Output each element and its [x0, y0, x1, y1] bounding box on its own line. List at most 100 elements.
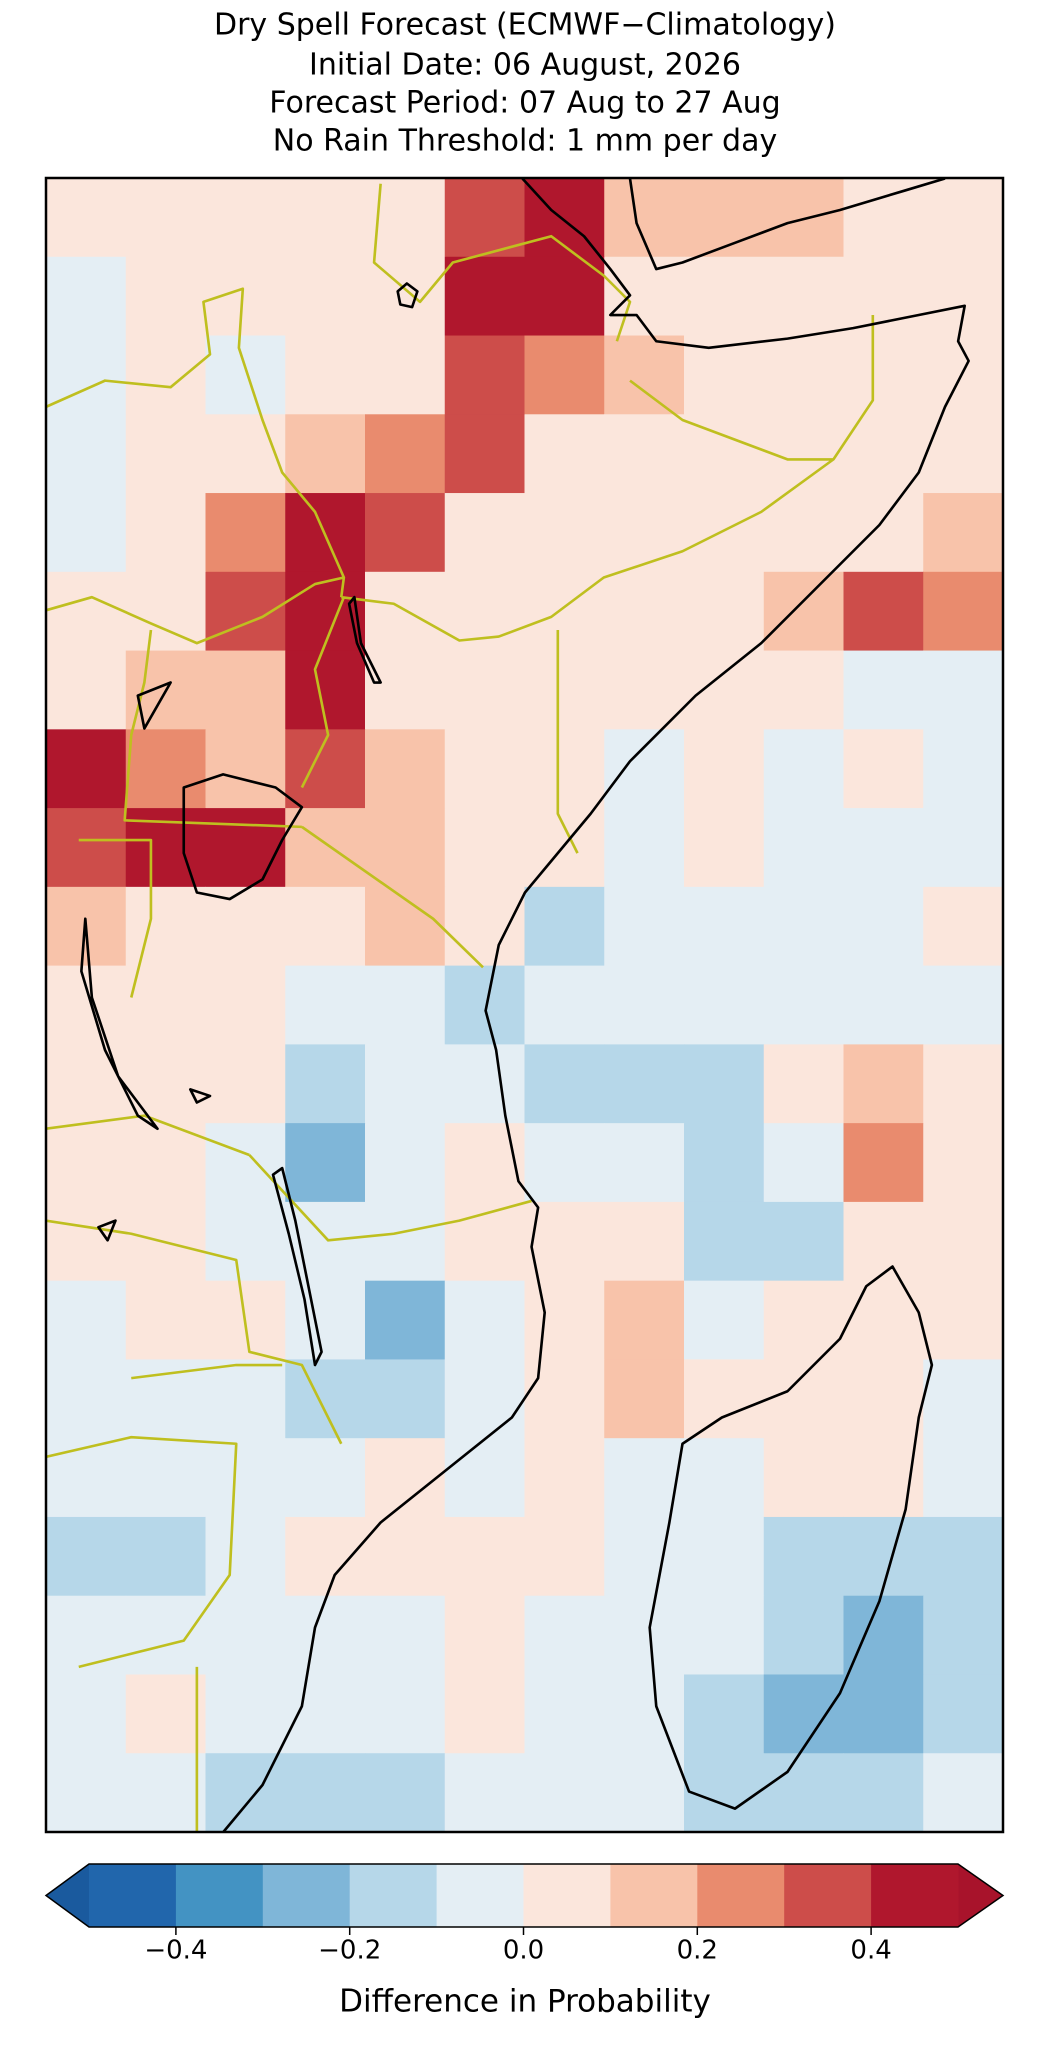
- grid-cell: [444, 1359, 525, 1439]
- grid-cell: [444, 650, 525, 730]
- grid-cell: [843, 965, 924, 1045]
- grid-cell: [205, 1595, 286, 1675]
- grid-cell: [923, 965, 1003, 1045]
- grid-cell: [46, 1595, 127, 1675]
- grid-cell: [365, 414, 446, 494]
- grid-cell: [365, 1201, 446, 1282]
- grid-cell: [843, 1438, 924, 1518]
- grid-cell: [843, 1201, 924, 1282]
- grid-cell: [46, 493, 127, 573]
- grid-cell: [763, 1438, 844, 1518]
- grid-cell: [365, 1359, 446, 1439]
- grid-cell: [923, 1044, 1003, 1124]
- grid-cell: [684, 1123, 765, 1203]
- grid-cell: [604, 493, 685, 573]
- grid-cell: [763, 571, 844, 652]
- grid-cell: [684, 729, 765, 809]
- grid-cell: [763, 1595, 844, 1675]
- grid-cell: [684, 1753, 765, 1832]
- grid-cell: [365, 256, 446, 337]
- grid-cell: [46, 808, 127, 888]
- grid-cell: [524, 650, 605, 730]
- grid-cell: [843, 1280, 924, 1360]
- grid-cell: [444, 256, 525, 337]
- grid-cell: [285, 965, 366, 1045]
- grid-cell: [604, 1280, 685, 1360]
- colorbar-segment: [697, 1864, 785, 1927]
- grid-cell: [125, 886, 206, 967]
- grid-cell: [285, 1753, 366, 1832]
- grid-cell: [205, 1516, 286, 1597]
- grid-cell: [604, 256, 685, 337]
- grid-cell: [763, 886, 844, 967]
- grid-cell: [763, 178, 844, 258]
- grid-cell: [46, 965, 127, 1045]
- grid-cell: [923, 1280, 1003, 1360]
- grid-cell: [843, 1044, 924, 1124]
- grid-cell: [285, 571, 366, 652]
- grid-cell: [285, 1595, 366, 1675]
- grid-cell: [444, 1280, 525, 1360]
- colorbar-segment: [349, 1864, 438, 1927]
- grid-cell: [604, 335, 685, 415]
- grid-cell: [843, 1595, 924, 1675]
- grid-cell: [125, 965, 206, 1045]
- grid-cell: [684, 1595, 765, 1675]
- grid-cell: [524, 493, 605, 573]
- coastline: [628, 178, 946, 271]
- grid-cell: [444, 1123, 525, 1203]
- grid-cell: [604, 1595, 685, 1675]
- grid-cell: [684, 886, 765, 967]
- grid-cell: [604, 1516, 685, 1597]
- grid-cell: [285, 808, 366, 888]
- grid-cell: [205, 571, 286, 652]
- chart-title: Dry Spell Forecast (ECMWF−Climatology): [214, 8, 836, 43]
- grid-cell: [365, 335, 446, 415]
- grid-cell: [365, 729, 446, 809]
- colorbar-segment: [784, 1864, 872, 1927]
- grid-cell: [843, 335, 924, 415]
- grid-cell: [125, 1674, 206, 1754]
- coastline: [222, 178, 970, 1832]
- grid-cell: [444, 335, 525, 415]
- grid-cell: [125, 493, 206, 573]
- grid-cell: [604, 414, 685, 494]
- grid-cell: [763, 1123, 844, 1203]
- grid-cell: [524, 1123, 605, 1203]
- grid-cell: [763, 1753, 844, 1832]
- grid-cell: [125, 1438, 206, 1518]
- grid-cell: [205, 1123, 286, 1203]
- colorbar-segment: [523, 1864, 611, 1927]
- grid-cell: [763, 1201, 844, 1282]
- grid-cell: [763, 493, 844, 573]
- grid-cell: [923, 1516, 1003, 1597]
- grid-cell: [923, 808, 1003, 888]
- grid-cell: [684, 1516, 765, 1597]
- grid-cell: [365, 1595, 446, 1675]
- grid-cell: [46, 178, 127, 258]
- grid-cell: [125, 729, 206, 809]
- grid-cell: [46, 1123, 127, 1203]
- grid-cell: [684, 1280, 765, 1360]
- lake: [80, 282, 419, 1367]
- grid-cell: [46, 1201, 127, 1282]
- grid-cell: [524, 1280, 605, 1360]
- grid-cell: [923, 886, 1003, 967]
- grid-cell: [365, 1280, 446, 1360]
- grid-cell: [285, 1044, 366, 1124]
- grid-cell: [285, 1280, 366, 1360]
- grid-cell: [923, 1595, 1003, 1675]
- map-outlines: [46, 178, 970, 1832]
- grid-cell: [923, 1123, 1003, 1203]
- grid-cell: [365, 808, 446, 888]
- grid-cell: [125, 335, 206, 415]
- grid-cell: [843, 256, 924, 337]
- grid-cell: [444, 886, 525, 967]
- grid-cell: [46, 729, 127, 809]
- grid-cell: [46, 571, 127, 652]
- grid-cell: [684, 1201, 765, 1282]
- grid-cell: [205, 650, 286, 730]
- grid-cell: [524, 256, 605, 337]
- grid-cell: [684, 965, 765, 1045]
- colorbar-extend-high: [958, 1864, 1003, 1927]
